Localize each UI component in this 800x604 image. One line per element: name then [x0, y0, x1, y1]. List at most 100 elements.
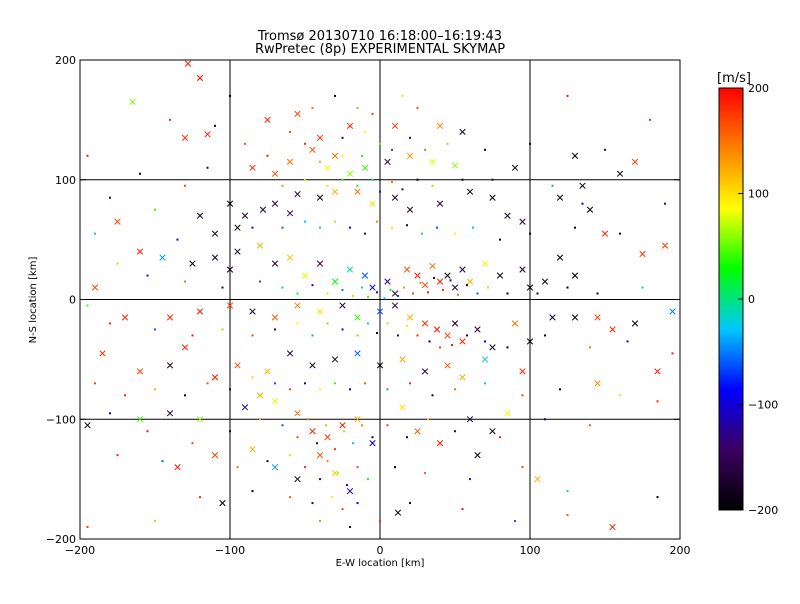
echo-dot-marker: [334, 448, 336, 451]
echo-dot-marker: [356, 502, 359, 505]
echo-cross-marker: [114, 218, 121, 225]
echo-dot-marker: [589, 424, 591, 427]
echo-cross-marker: [196, 416, 204, 423]
echo-dot-marker: [334, 220, 336, 223]
echo-dot-marker: [229, 430, 231, 433]
echo-cross-marker: [541, 278, 549, 285]
colorbar: [m/s] 200 100 0 −100 −200: [717, 71, 778, 517]
echo-dot-marker: [421, 232, 423, 235]
echo-dot-marker: [266, 154, 269, 157]
echo-cross-marker: [294, 110, 301, 118]
echo-cross-marker: [394, 509, 402, 516]
echo-cross-marker: [166, 314, 174, 321]
echo-dot-marker: [499, 436, 501, 439]
echo-dot-marker: [146, 430, 149, 433]
echo-cross-marker: [654, 368, 661, 375]
echo-dot-marker: [349, 388, 351, 391]
echo-cross-marker: [376, 362, 384, 369]
echo-dot-marker: [352, 442, 354, 445]
echo-dot-marker: [544, 418, 546, 421]
echo-cross-marker: [421, 368, 429, 375]
echo-dot-marker: [319, 388, 321, 391]
echo-dot-marker: [424, 472, 426, 475]
echo-cross-marker: [459, 266, 466, 273]
echo-cross-marker: [204, 131, 211, 138]
echo-dot-marker: [376, 220, 378, 223]
echo-dot-marker: [424, 148, 426, 151]
echo-dot-marker: [431, 394, 434, 397]
echo-dot-marker: [139, 172, 141, 175]
echo-dot-marker: [161, 460, 164, 463]
echo-cross-marker: [264, 368, 271, 375]
echo-dot-marker: [356, 334, 359, 337]
echo-cross-marker: [661, 242, 669, 249]
y-axis-label: N-S location [km]: [28, 257, 39, 344]
echo-dot-marker: [326, 292, 329, 295]
echo-dot-marker: [221, 286, 224, 289]
echo-cross-marker: [519, 266, 526, 273]
echo-dot-marker: [361, 154, 363, 157]
echo-dot-marker: [416, 178, 419, 181]
colorbar-tick-label: −200: [748, 504, 778, 517]
echo-dot-marker: [604, 148, 606, 151]
echo-dot-marker: [469, 478, 471, 481]
echo-dot-marker: [449, 279, 452, 282]
echo-dot-marker: [341, 328, 344, 331]
echo-dot-marker: [439, 346, 441, 349]
echo-dot-marker: [364, 232, 366, 235]
echo-dot-marker: [649, 118, 651, 121]
echo-cross-marker: [451, 284, 459, 291]
echo-cross-marker: [331, 152, 339, 159]
x-tick-label: −200: [65, 544, 95, 557]
echo-dot-marker: [487, 286, 489, 289]
echo-dot-marker: [352, 294, 354, 297]
echo-cross-marker: [354, 314, 361, 321]
colorbar-tick-label: 200: [748, 82, 769, 95]
echo-cross-marker: [234, 224, 241, 231]
echo-dot-marker: [331, 496, 333, 499]
echo-cross-marker: [429, 158, 436, 165]
echo-cross-marker: [294, 190, 301, 198]
echo-dot-marker: [109, 412, 111, 415]
echo-cross-marker: [459, 338, 466, 345]
echo-dot-marker: [319, 160, 321, 163]
echo-cross-marker: [414, 428, 421, 435]
echo-cross-marker: [331, 469, 339, 477]
echo-cross-marker: [669, 308, 676, 315]
echo-dot-marker: [367, 296, 369, 299]
echo-cross-marker: [339, 422, 346, 429]
x-tick-label: 200: [670, 544, 691, 557]
echo-dot-marker: [409, 382, 411, 385]
echo-dot-marker: [406, 224, 408, 227]
echo-dot-marker: [454, 430, 456, 433]
echo-dot-marker: [251, 376, 254, 379]
echo-dot-marker: [191, 442, 194, 445]
echo-cross-marker: [249, 308, 256, 315]
echo-dot-marker: [581, 202, 584, 205]
echo-cross-marker: [444, 272, 451, 279]
echo-cross-marker: [159, 254, 166, 261]
echo-cross-marker: [271, 463, 279, 471]
colorbar-tick-label: −100: [748, 399, 778, 412]
echo-dot-marker: [574, 226, 576, 229]
echo-cross-marker: [474, 452, 481, 459]
echo-cross-marker: [594, 380, 601, 387]
echo-cross-marker: [444, 332, 451, 339]
echo-dot-marker: [109, 322, 111, 325]
echo-dot-marker: [341, 136, 344, 139]
axis-ticks: −200 −100 0 100 200 −200 −100 0 100 200: [46, 54, 691, 557]
echo-dot-marker: [476, 292, 479, 295]
echo-cross-marker: [384, 158, 391, 165]
echo-cross-marker: [391, 302, 399, 309]
echo-dot-marker: [214, 124, 216, 127]
echo-dot-marker: [341, 508, 344, 511]
echo-dot-marker: [514, 520, 516, 523]
echo-dot-marker: [491, 178, 494, 181]
echo-cross-marker: [226, 302, 234, 309]
echo-dot-marker: [364, 382, 366, 385]
echo-dot-marker: [326, 460, 329, 463]
echo-cross-marker: [249, 446, 256, 453]
echo-dot-marker: [311, 334, 314, 337]
echo-cross-marker: [526, 284, 534, 291]
echo-dot-marker: [289, 388, 291, 391]
